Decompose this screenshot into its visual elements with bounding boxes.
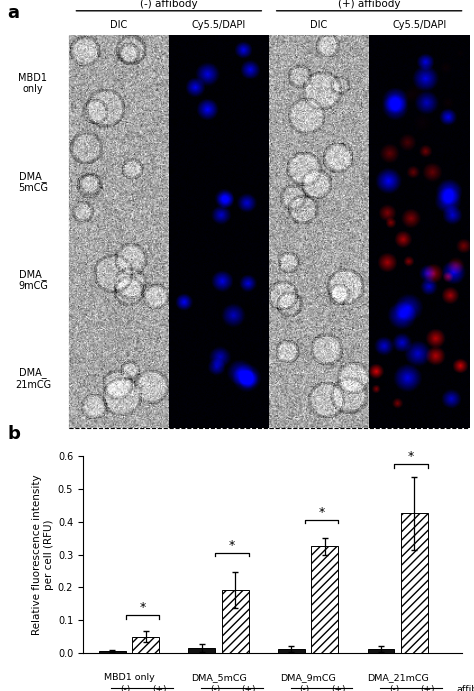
Text: MBD1 only: MBD1 only (104, 673, 155, 682)
Text: DMA_9mCG: DMA_9mCG (280, 673, 336, 682)
Text: DMA_
9mCG: DMA_ 9mCG (18, 269, 48, 292)
Text: DMA_
5mCG: DMA_ 5mCG (18, 171, 48, 193)
Text: *: * (408, 450, 414, 463)
Text: MBD1
only: MBD1 only (18, 73, 47, 95)
Text: *: * (319, 506, 325, 519)
Bar (401, 513, 428, 653)
Text: DIC: DIC (310, 20, 328, 30)
Text: Cy5.5/DAPI: Cy5.5/DAPI (192, 20, 246, 30)
Text: (-): (-) (120, 685, 131, 691)
Text: *: * (139, 601, 146, 614)
Text: (+) affibody: (+) affibody (338, 0, 401, 8)
Bar (222, 589, 249, 653)
Text: a: a (7, 4, 19, 22)
Text: (+): (+) (241, 685, 256, 691)
Text: *: * (229, 538, 235, 551)
Text: DMA_5mCG: DMA_5mCG (191, 673, 246, 682)
Text: (-): (-) (210, 685, 220, 691)
Text: b: b (7, 425, 20, 443)
Text: (-): (-) (389, 685, 400, 691)
Text: (+): (+) (152, 685, 166, 691)
Bar (367, 649, 394, 653)
Text: Cy5.5/DAPI: Cy5.5/DAPI (392, 20, 447, 30)
Bar (99, 652, 126, 653)
Text: DIC: DIC (110, 20, 128, 30)
Y-axis label: Relative fluorescence intensity
per cell (RFU): Relative fluorescence intensity per cell… (32, 474, 54, 635)
Text: (+): (+) (331, 685, 346, 691)
Bar (189, 648, 215, 653)
Bar (132, 636, 159, 653)
Text: DMA_
21mCG: DMA_ 21mCG (15, 367, 51, 390)
Bar (278, 649, 305, 653)
Text: DMA_21mCG: DMA_21mCG (367, 673, 428, 682)
Bar (311, 547, 338, 653)
Text: affibody: affibody (456, 685, 474, 691)
Text: (-): (-) (300, 685, 310, 691)
Text: (-) affibody: (-) affibody (140, 0, 198, 8)
Text: (+): (+) (420, 685, 435, 691)
